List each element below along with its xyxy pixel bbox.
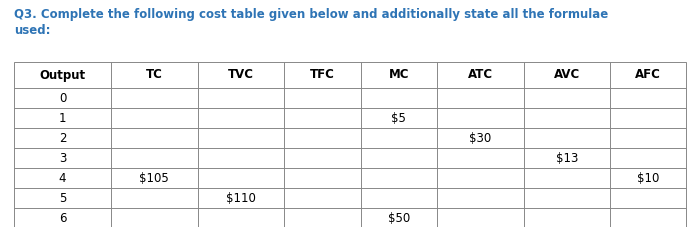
Text: TC: TC [146, 69, 163, 81]
Text: 1: 1 [59, 111, 66, 124]
Text: $10: $10 [637, 172, 659, 185]
Text: TFC: TFC [310, 69, 335, 81]
Text: MC: MC [389, 69, 410, 81]
Text: $105: $105 [139, 172, 169, 185]
Text: $5: $5 [391, 111, 407, 124]
Text: $13: $13 [556, 151, 578, 165]
Text: 6: 6 [59, 212, 66, 225]
Text: AFC: AFC [635, 69, 661, 81]
Text: TVC: TVC [228, 69, 254, 81]
Text: $110: $110 [226, 192, 255, 205]
Text: AVC: AVC [554, 69, 580, 81]
Text: $30: $30 [469, 131, 491, 145]
Text: 4: 4 [59, 172, 66, 185]
Bar [14, 62, 686, 227]
Text: 3: 3 [59, 151, 66, 165]
Text: ATC: ATC [468, 69, 493, 81]
Text: 2: 2 [59, 131, 66, 145]
Text: Output: Output [39, 69, 85, 81]
Text: Q3. Complete the following cost table given below and additionally state all the: Q3. Complete the following cost table gi… [14, 8, 608, 21]
Text: 5: 5 [59, 192, 66, 205]
Text: used:: used: [14, 24, 50, 37]
Text: $50: $50 [388, 212, 410, 225]
Text: 0: 0 [59, 91, 66, 104]
